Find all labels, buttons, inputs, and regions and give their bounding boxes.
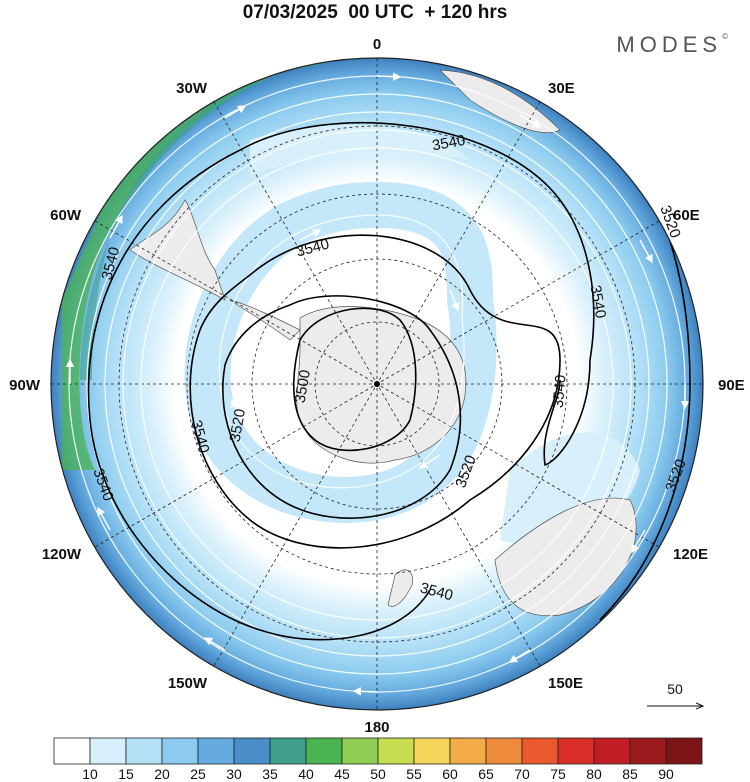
lon-label-0: 0 — [373, 36, 381, 53]
colorbar-swatch — [413, 737, 451, 765]
colorbar-swatch — [521, 737, 559, 765]
colorbar-tick-label: 30 — [226, 766, 242, 782]
wind-patch-north — [250, 124, 470, 175]
colorbar-tick-label: 25 — [190, 766, 206, 782]
map-border — [50, 57, 704, 711]
colorbar-swatch — [197, 737, 235, 765]
contour-label-3540: 3540 — [587, 284, 610, 320]
colorbar-tick-label: 80 — [586, 766, 602, 782]
reference-vector-label: 50 — [667, 681, 683, 697]
colorbar-tick-label: 90 — [658, 766, 674, 782]
colorbar-swatch — [89, 737, 127, 765]
colorbar-tick-label: 20 — [154, 766, 170, 782]
colorbar-swatch — [233, 737, 271, 765]
map-title: 07/03/2025 00 UTC + 120 hrs — [242, 2, 508, 23]
colorbar-swatch — [557, 737, 595, 765]
modes-logo: MODES© — [616, 32, 728, 57]
colorbar-tick-label: 50 — [370, 766, 386, 782]
colorbar-tick-label: 35 — [262, 766, 278, 782]
colorbar-tick-label: 70 — [514, 766, 530, 782]
lon-label-90w: 90W — [9, 377, 41, 394]
colorbar-swatch — [485, 737, 523, 765]
antarctic-peninsula — [229, 299, 301, 341]
colorbar-swatch — [53, 737, 91, 765]
lon-label-60w: 60W — [50, 207, 82, 224]
contour-label-3540: 3540 — [431, 132, 467, 155]
colorbar: 10 15 20 25 30 35 40 45 50 55 60 65 70 75 80 85 90 — [53, 737, 703, 782]
lon-label-30e: 30E — [548, 80, 575, 97]
south-america — [129, 199, 226, 301]
colorbar-tick-label: 45 — [334, 766, 350, 782]
contour-3540-outer — [87, 121, 595, 641]
colorbar-swatch — [269, 737, 307, 765]
colorbar-tick-label: 15 — [118, 766, 134, 782]
colorbar-swatch — [161, 737, 199, 765]
colorbar-swatch — [449, 737, 487, 765]
lon-label-150w: 150W — [168, 675, 208, 692]
lon-label-30w: 30W — [176, 80, 208, 97]
colorbar-swatch — [629, 737, 667, 765]
lon-label-120e: 120E — [673, 546, 708, 563]
colorbar-swatch — [125, 737, 163, 765]
colorbar-tick-label: 60 — [442, 766, 458, 782]
lon-label-90e: 90E — [718, 377, 745, 394]
longitude-labels: 0 180 90W 90E 30W 30E 60W 60E 120W 120E … — [9, 36, 745, 736]
colorbar-tick-label: 75 — [550, 766, 566, 782]
contour-label-3520: 3520 — [227, 408, 250, 444]
colorbar-tick-label: 55 — [406, 766, 422, 782]
reference-vector: 50 — [647, 681, 703, 706]
contour-3520 — [222, 295, 462, 519]
colorbar-swatch — [593, 737, 631, 765]
colorbar-tick-label: 65 — [478, 766, 494, 782]
contour-3540-inner — [189, 234, 561, 549]
contour-label-3500: 3500 — [292, 369, 315, 405]
colorbar-tick-label: 40 — [298, 766, 314, 782]
colorbar-tick-label: 10 — [82, 766, 98, 782]
lon-label-60e: 60E — [673, 207, 700, 224]
colorbar-swatch — [341, 737, 379, 765]
south-pole-marker — [374, 381, 380, 387]
new-zealand — [387, 569, 413, 607]
colorbar-swatch — [305, 737, 343, 765]
lon-label-150e: 150E — [548, 675, 583, 692]
lon-label-120w: 120W — [42, 546, 82, 563]
contour-label-3540: 3540 — [550, 374, 570, 409]
wind-arrows — [65, 72, 690, 696]
colorbar-tick-label: 85 — [622, 766, 638, 782]
wind-band-teal — [80, 66, 300, 380]
contour-3500 — [292, 307, 417, 452]
lon-label-180: 180 — [364, 719, 389, 736]
colorbar-swatch — [377, 737, 415, 765]
colorbar-swatch — [665, 737, 703, 765]
